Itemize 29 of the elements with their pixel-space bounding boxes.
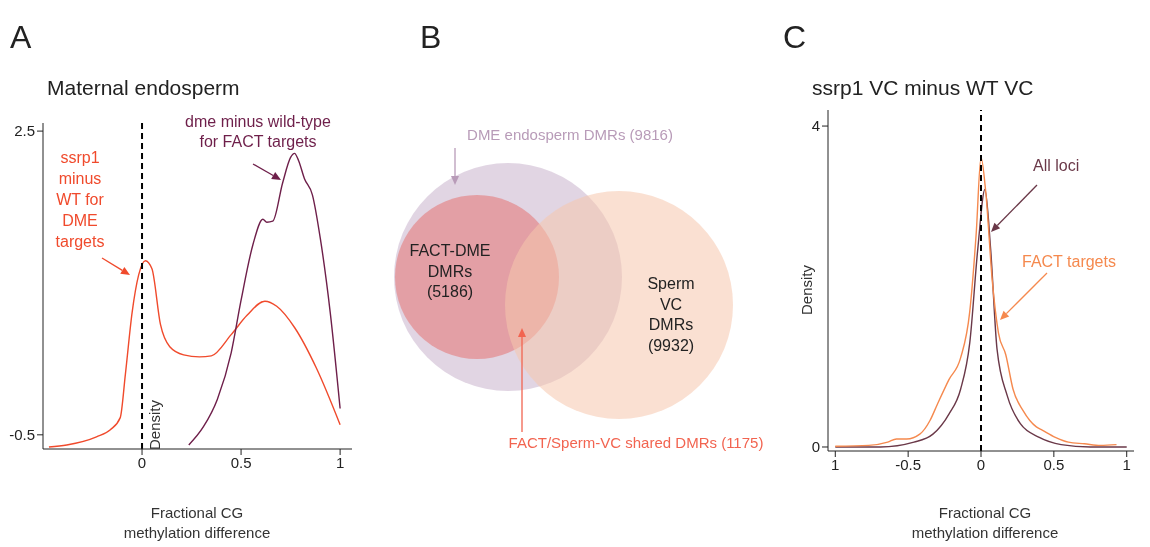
line-series <box>48 259 341 448</box>
x-tick-label: 0.5 <box>1043 455 1065 473</box>
text: Sperm VC DMRs (9932) <box>647 275 695 354</box>
x-tick-label: 0.5 <box>230 453 252 471</box>
x-tick-label: 1 <box>335 453 345 471</box>
x-tick-label: -0.5 <box>895 455 922 473</box>
series-label: FACT targets <box>1022 253 1116 270</box>
text: FACT/Sperm-VC shared DMRs (1175) <box>508 434 764 451</box>
text: B <box>420 19 442 55</box>
text: FACT-DME DMRs (5186) <box>409 242 491 300</box>
y-tick-label: 2.5 <box>14 122 35 140</box>
text: All loci <box>1033 157 1080 174</box>
text: ssrp1 minus WT for DME targets <box>55 149 105 250</box>
text: DME endosperm DMRs (9816) <box>467 126 673 143</box>
x-axis-title: Fractional CG methylation difference <box>911 504 1059 541</box>
y-tick-label: 4 <box>811 117 820 135</box>
text: dme minus wild-type for FACT targets <box>185 113 332 150</box>
x-tick-label: 0 <box>137 453 147 471</box>
text: C <box>783 19 807 55</box>
x-axis-title: Fractional CG methylation difference <box>123 504 271 541</box>
text: A <box>10 19 32 55</box>
line-series <box>188 152 341 446</box>
y-axis-title: Density <box>146 399 163 451</box>
x-tick-label: 0 <box>976 455 986 473</box>
x-tick-label: 1 <box>1122 455 1131 473</box>
chart-title: Maternal endosperm <box>47 76 240 99</box>
chart-title: ssrp1 VC minus WT VC <box>812 76 1034 99</box>
x-tick-label: 1 <box>831 455 840 473</box>
y-axis-title: Density <box>798 264 815 316</box>
